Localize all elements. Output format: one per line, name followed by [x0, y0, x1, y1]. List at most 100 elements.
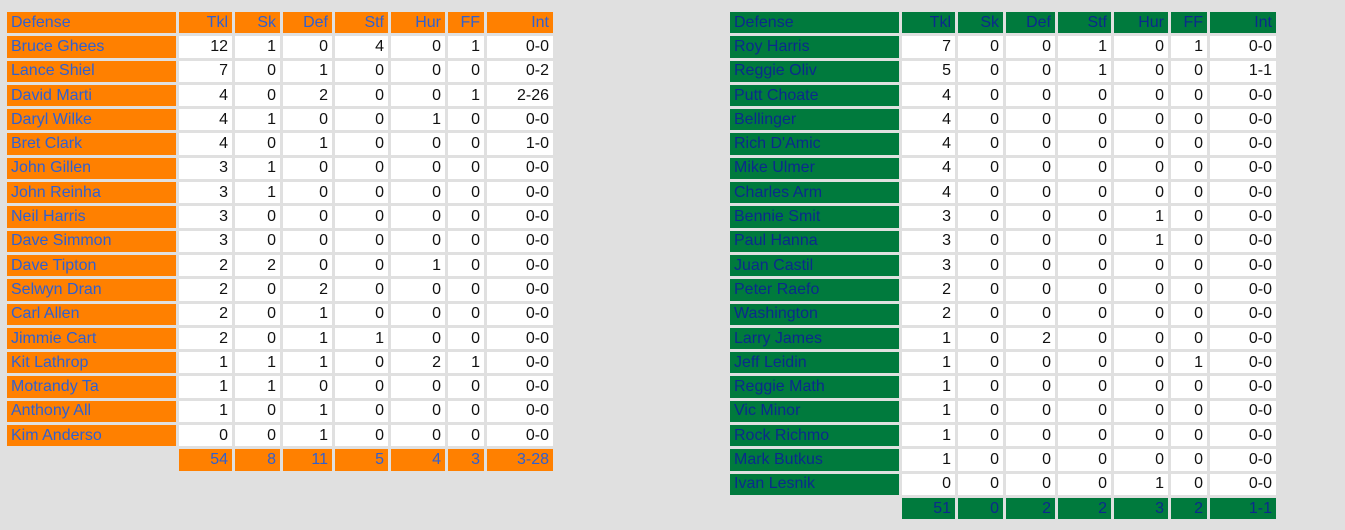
left-player-link[interactable]: Daryl Wilke: [7, 109, 176, 131]
right-stat-hur: 1: [1114, 230, 1168, 252]
right-stat-ff: 0: [1171, 230, 1207, 252]
left-player-link[interactable]: John Reinha: [7, 182, 176, 204]
right-player-link[interactable]: Larry James: [730, 327, 899, 350]
right-stat-stf: 0: [1058, 230, 1111, 252]
left-player-link[interactable]: Dave Simmon: [7, 230, 176, 252]
right-column-header-def[interactable]: Def: [1006, 12, 1055, 34]
left-player-link[interactable]: David Marti: [7, 84, 176, 107]
left-stat-tkl: 2: [179, 254, 232, 277]
right-player-link[interactable]: Putt Choate: [730, 84, 899, 107]
left-stat-ff: 1: [448, 352, 484, 374]
left-table-row: Dave Simmon 3 0 0 0 0 0 0-0: [7, 230, 553, 252]
left-stat-sk: 0: [235, 279, 280, 301]
right-table-row: Peter Raefo 2 0 0 0 0 0 0-0: [730, 279, 1276, 301]
right-stat-int: 0-0: [1210, 376, 1276, 398]
left-player-link[interactable]: John Gillen: [7, 157, 176, 180]
right-column-header-ff[interactable]: FF: [1171, 12, 1207, 34]
left-stat-int: 0-0: [487, 230, 553, 252]
right-player-link[interactable]: Juan Castil: [730, 254, 899, 277]
right-total-int: 1-1: [1210, 497, 1276, 520]
right-player-link[interactable]: Reggie Math: [730, 376, 899, 398]
left-stat-ff: 1: [448, 36, 484, 58]
right-stat-stf: 0: [1058, 303, 1111, 325]
right-player-link[interactable]: Vic Minor: [730, 400, 899, 423]
right-player-link[interactable]: Jeff Leidin: [730, 352, 899, 374]
left-column-header-def[interactable]: Def: [283, 12, 332, 34]
right-column-header-stf[interactable]: Stf: [1058, 12, 1111, 34]
left-column-header-stf[interactable]: Stf: [335, 12, 388, 34]
right-player-link[interactable]: Charles Arm: [730, 182, 899, 204]
left-player-link[interactable]: Bruce Ghees: [7, 36, 176, 58]
right-stat-tkl: 4: [902, 157, 955, 180]
right-stat-ff: 0: [1171, 109, 1207, 131]
left-player-link[interactable]: Motrandy Ta: [7, 376, 176, 398]
right-column-header-defense[interactable]: Defense: [730, 12, 899, 34]
right-stat-stf: 0: [1058, 327, 1111, 350]
left-player-link[interactable]: Dave Tipton: [7, 254, 176, 277]
right-player-link[interactable]: Roy Harris: [730, 36, 899, 58]
right-stat-ff: 0: [1171, 327, 1207, 350]
right-stat-int: 0-0: [1210, 400, 1276, 423]
left-column-header-sk[interactable]: Sk: [235, 12, 280, 34]
left-stat-sk: 0: [235, 400, 280, 423]
left-stat-def: 0: [283, 36, 332, 58]
right-column-header-tkl[interactable]: Tkl: [902, 12, 955, 34]
left-stat-tkl: 0: [179, 425, 232, 447]
left-player-link[interactable]: Selwyn Dran: [7, 279, 176, 301]
left-player-link[interactable]: Lance Shiel: [7, 60, 176, 82]
right-player-link[interactable]: Rock Richmo: [730, 425, 899, 447]
left-stat-int: 2-26: [487, 84, 553, 107]
left-player-link[interactable]: Bret Clark: [7, 133, 176, 155]
right-player-link[interactable]: Mike Ulmer: [730, 157, 899, 180]
left-stat-int: 0-2: [487, 60, 553, 82]
left-column-header-tkl[interactable]: Tkl: [179, 12, 232, 34]
right-stat-sk: 0: [958, 84, 1003, 107]
right-player-link[interactable]: Rich D'Amic: [730, 133, 899, 155]
left-stat-def: 0: [283, 182, 332, 204]
left-player-link[interactable]: Jimmie Cart: [7, 327, 176, 350]
right-stat-int: 0-0: [1210, 109, 1276, 131]
left-player-link[interactable]: Carl Allen: [7, 303, 176, 325]
right-player-link[interactable]: Ivan Lesnik: [730, 473, 899, 495]
right-column-header-hur[interactable]: Hur: [1114, 12, 1168, 34]
right-column-header-sk[interactable]: Sk: [958, 12, 1003, 34]
right-player-link[interactable]: Paul Hanna: [730, 230, 899, 252]
right-stat-int: 1-1: [1210, 60, 1276, 82]
left-stat-stf: 0: [335, 157, 388, 180]
right-table-row: Larry James 1 0 2 0 0 0 0-0: [730, 327, 1276, 350]
left-stat-def: 0: [283, 254, 332, 277]
left-stat-hur: 0: [391, 327, 445, 350]
right-player-link[interactable]: Washington: [730, 303, 899, 325]
left-player-link[interactable]: Kit Lathrop: [7, 352, 176, 374]
right-stat-int: 0-0: [1210, 425, 1276, 447]
right-stat-sk: 0: [958, 376, 1003, 398]
right-stat-stf: 0: [1058, 449, 1111, 471]
right-player-link[interactable]: Mark Butkus: [730, 449, 899, 471]
right-stat-tkl: 1: [902, 327, 955, 350]
right-stat-def: 0: [1006, 60, 1055, 82]
left-column-header-ff[interactable]: FF: [448, 12, 484, 34]
left-player-link[interactable]: Anthony All: [7, 400, 176, 423]
right-stat-tkl: 0: [902, 473, 955, 495]
right-stat-hur: 1: [1114, 206, 1168, 228]
right-column-header-int[interactable]: Int: [1210, 12, 1276, 34]
right-stat-hur: 0: [1114, 109, 1168, 131]
left-stat-sk: 0: [235, 206, 280, 228]
right-stat-hur: 0: [1114, 400, 1168, 423]
left-column-header-hur[interactable]: Hur: [391, 12, 445, 34]
right-table-row: Bellinger 4 0 0 0 0 0 0-0: [730, 109, 1276, 131]
left-stat-int: 0-0: [487, 182, 553, 204]
right-player-link[interactable]: Peter Raefo: [730, 279, 899, 301]
right-player-link[interactable]: Bellinger: [730, 109, 899, 131]
left-player-link[interactable]: Kim Anderso: [7, 425, 176, 447]
right-stat-ff: 0: [1171, 157, 1207, 180]
right-stat-hur: 0: [1114, 425, 1168, 447]
right-stat-stf: 0: [1058, 425, 1111, 447]
left-column-header-defense[interactable]: Defense: [7, 12, 176, 34]
right-player-link[interactable]: Reggie Oliv: [730, 60, 899, 82]
left-player-link[interactable]: Neil Harris: [7, 206, 176, 228]
right-player-link[interactable]: Bennie Smit: [730, 206, 899, 228]
left-stat-tkl: 12: [179, 36, 232, 58]
left-column-header-int[interactable]: Int: [487, 12, 553, 34]
left-stat-ff: 1: [448, 84, 484, 107]
